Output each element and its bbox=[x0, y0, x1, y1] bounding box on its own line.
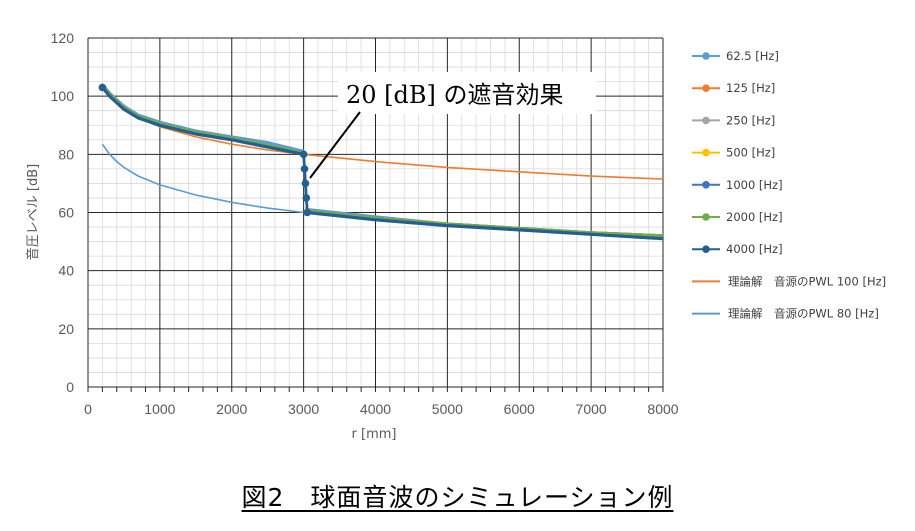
data-point bbox=[302, 194, 311, 202]
plot-axes: 0 1000 2000 3000 4000 5000 6000 7000 8000 0 20 40 60… bbox=[51, 30, 679, 417]
y-tick-label: 120 bbox=[51, 30, 75, 46]
data-point bbox=[300, 165, 309, 173]
y-tick-label: 60 bbox=[58, 205, 74, 221]
legend-marker bbox=[702, 52, 710, 60]
data-point bbox=[299, 150, 308, 159]
x-tick-label: 6000 bbox=[504, 401, 535, 417]
legend-label: 62.5 [Hz] bbox=[726, 49, 779, 63]
legend-marker bbox=[702, 213, 710, 221]
legend-label: 2000 [Hz] bbox=[726, 210, 783, 224]
y-tick-label: 40 bbox=[58, 263, 74, 279]
x-tick-label: 3000 bbox=[288, 401, 319, 417]
data-point bbox=[303, 208, 312, 217]
y-tick-label: 100 bbox=[51, 88, 75, 104]
legend-marker bbox=[702, 245, 710, 253]
x-axis-title: r [mm] bbox=[352, 427, 397, 442]
y-tick-label: 20 bbox=[58, 321, 74, 337]
data-point bbox=[98, 83, 107, 92]
legend-label: 250 [Hz] bbox=[726, 113, 775, 127]
data-point bbox=[301, 179, 310, 188]
y-tick-label: 80 bbox=[58, 146, 74, 162]
annotation-box bbox=[338, 72, 596, 114]
legend-label: 1000 [Hz] bbox=[726, 178, 783, 192]
x-tick-label: 0 bbox=[84, 401, 92, 417]
series-line bbox=[101, 86, 304, 156]
legend-marker bbox=[702, 84, 710, 92]
legend-label: 理論解 音源のPWL 80 [Hz] bbox=[728, 307, 879, 321]
legend-label: 125 [Hz] bbox=[726, 81, 775, 95]
series-line bbox=[307, 210, 664, 241]
legend-label: 500 [Hz] bbox=[726, 146, 775, 160]
plot-series bbox=[98, 83, 664, 241]
annotation-group: 20 [dB] の遮音効果 bbox=[309, 72, 596, 179]
x-tick-label: 7000 bbox=[576, 401, 607, 417]
legend-label: 理論解 音源のPWL 100 [Hz] bbox=[728, 274, 886, 288]
legend-marker bbox=[702, 181, 710, 189]
legend: 62.5 [Hz] 125 [Hz] 250 [Hz] 500 [Hz] 1000 [H… bbox=[692, 49, 886, 321]
y-axis-title: 音圧レベル [dB] bbox=[25, 164, 41, 260]
x-tick-label: 1000 bbox=[144, 401, 175, 417]
x-tick-label: 2000 bbox=[216, 401, 247, 417]
legend-marker bbox=[702, 116, 710, 125]
x-tick-label: 4000 bbox=[360, 401, 391, 417]
x-tick-label: 8000 bbox=[647, 401, 678, 417]
series-line bbox=[101, 143, 664, 238]
annotation-text: 20 [dB] の遮音効果 bbox=[346, 81, 564, 109]
legend-marker bbox=[702, 148, 710, 157]
figure-caption: 図2 球面音波のシミュレーション例 bbox=[241, 483, 674, 512]
y-tick-label: 0 bbox=[66, 379, 74, 395]
legend-label: 4000 [Hz] bbox=[726, 242, 783, 256]
x-tick-label: 5000 bbox=[432, 401, 463, 417]
annotation-arrow bbox=[309, 111, 361, 179]
